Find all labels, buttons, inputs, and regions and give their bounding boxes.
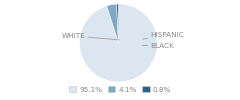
Wedge shape	[79, 4, 157, 82]
Text: HISPANIC: HISPANIC	[143, 32, 184, 39]
Wedge shape	[117, 4, 119, 43]
Legend: 95.1%, 4.1%, 0.8%: 95.1%, 4.1%, 0.8%	[66, 83, 174, 95]
Wedge shape	[107, 4, 119, 43]
Text: BLACK: BLACK	[143, 43, 174, 49]
Text: WHITE: WHITE	[62, 33, 119, 40]
